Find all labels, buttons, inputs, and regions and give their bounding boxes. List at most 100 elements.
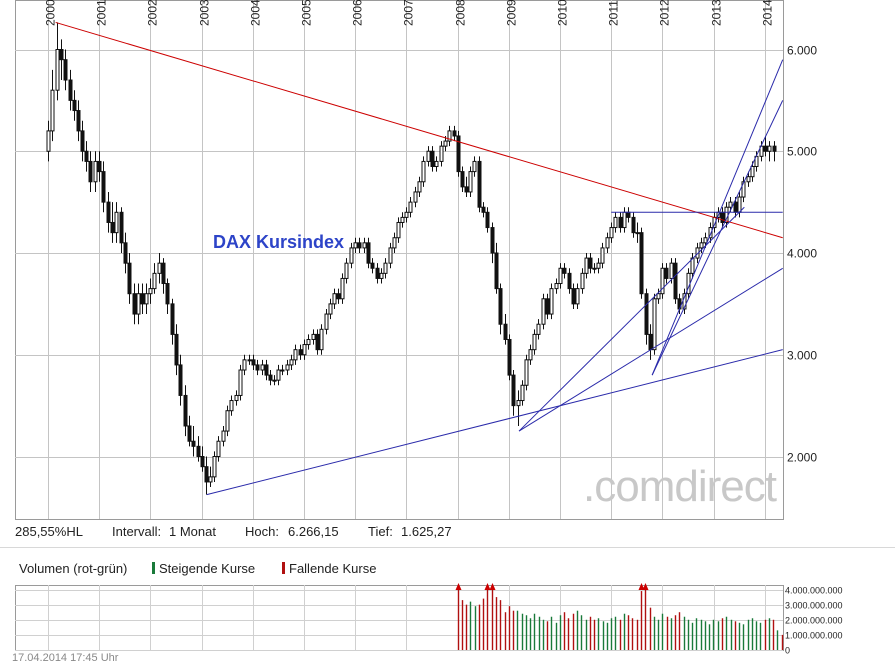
legend-falling-label: Fallende Kurse (289, 561, 377, 576)
volume-y-tick-label: 0 (785, 646, 790, 656)
candle-body (528, 349, 533, 361)
candle-body (336, 293, 341, 300)
candle-body (613, 216, 618, 229)
candle-body (332, 293, 337, 305)
candle-body (468, 171, 473, 193)
candle-body (106, 201, 111, 223)
x-tick-label: 2002 (146, 0, 160, 26)
price-panel-frame (15, 0, 784, 520)
candle-body (733, 201, 738, 213)
candle-body (596, 262, 601, 269)
y-tick-label: 6.000 (787, 44, 817, 58)
candle-body (157, 262, 162, 274)
candle-body (132, 293, 137, 315)
candle-body (101, 171, 106, 203)
candle-body (212, 456, 217, 478)
candle-body (622, 211, 627, 229)
range-label: 285,55%HL (15, 524, 83, 539)
candle-body (264, 364, 269, 376)
candle-body (520, 384, 525, 402)
candles-group (46, 22, 777, 495)
candle-body (315, 333, 320, 351)
candle-body (208, 476, 213, 483)
candle-body (119, 211, 124, 244)
candle-body (516, 400, 521, 407)
candle-body (452, 130, 457, 137)
candle-body (55, 49, 60, 91)
interval-value: 1 Monat (169, 524, 216, 539)
candle-body (362, 242, 367, 249)
candle-body (289, 359, 294, 366)
candle-body (644, 293, 649, 335)
candle-body (618, 216, 623, 229)
legend-rising-swatch (152, 562, 155, 574)
candle-body (421, 160, 426, 183)
support-trendline (206, 349, 783, 496)
candle-body (639, 232, 644, 295)
candle-body (490, 227, 495, 254)
legend-falling-swatch (282, 562, 285, 574)
candle-body (340, 277, 345, 300)
candle-body (88, 160, 93, 183)
candle-body (447, 130, 452, 142)
candle-body (50, 89, 55, 132)
x-tick-label: 2006 (351, 0, 365, 26)
candle-body (545, 298, 550, 315)
candle-body (260, 364, 265, 371)
candle-body (588, 257, 593, 269)
candle-body (392, 237, 397, 249)
watermark-logo: .comdirect (583, 462, 777, 511)
candle-body (503, 323, 508, 340)
candle-body (575, 288, 580, 305)
candle-body (408, 201, 413, 213)
candle-body (562, 267, 567, 274)
candle-body (383, 262, 388, 274)
candle-body (511, 374, 516, 407)
candle-body (319, 328, 324, 351)
candle-body (375, 267, 380, 279)
candle-body (200, 456, 205, 468)
high-label: Hoch: (245, 524, 279, 539)
candle-body (472, 160, 477, 173)
candle-body (114, 211, 119, 234)
candle-body (669, 262, 674, 279)
x-tick-label: 2009 (505, 0, 519, 26)
candle-body (328, 303, 333, 315)
candle-body (746, 176, 751, 183)
support-trendline (518, 267, 783, 432)
candle-body (631, 216, 636, 234)
candle-body (456, 135, 461, 173)
candle-body (221, 430, 226, 442)
candle-body (507, 338, 512, 376)
candle-body (251, 359, 256, 366)
candle-body (763, 145, 768, 152)
x-tick-label: 2003 (198, 0, 212, 26)
candle-body (439, 145, 444, 162)
candle-body (767, 145, 772, 152)
candle-body (532, 333, 537, 351)
candle-body (673, 262, 678, 300)
timestamp: 17.04.2014 17:45 Uhr (12, 652, 119, 664)
candle-body (477, 160, 482, 208)
candle-body (152, 272, 157, 290)
x-tick-label: 2004 (249, 0, 263, 26)
volume-y-tick-label: 2.000.000.000 (785, 616, 843, 626)
candle-body (293, 349, 298, 361)
candle-body (306, 338, 311, 346)
volume-bars-group (455, 583, 784, 650)
candle-body (46, 130, 51, 152)
candle-body (285, 364, 290, 371)
volume-overflow-marker (638, 583, 645, 590)
resistance-trendline (55, 21, 783, 239)
x-tick-label: 2007 (402, 0, 416, 26)
candle-body (357, 242, 362, 249)
candle-body (460, 171, 465, 188)
volume-y-tick-label: 4.000.000.000 (785, 586, 843, 596)
y-tick-label: 2.000 (787, 451, 817, 465)
candle-body (187, 425, 192, 442)
candle-body (720, 211, 725, 223)
candle-body (536, 323, 541, 335)
x-tick-label: 2001 (95, 0, 109, 26)
legend-rising: Steigende Kurse (152, 561, 255, 576)
candle-body (324, 313, 329, 330)
